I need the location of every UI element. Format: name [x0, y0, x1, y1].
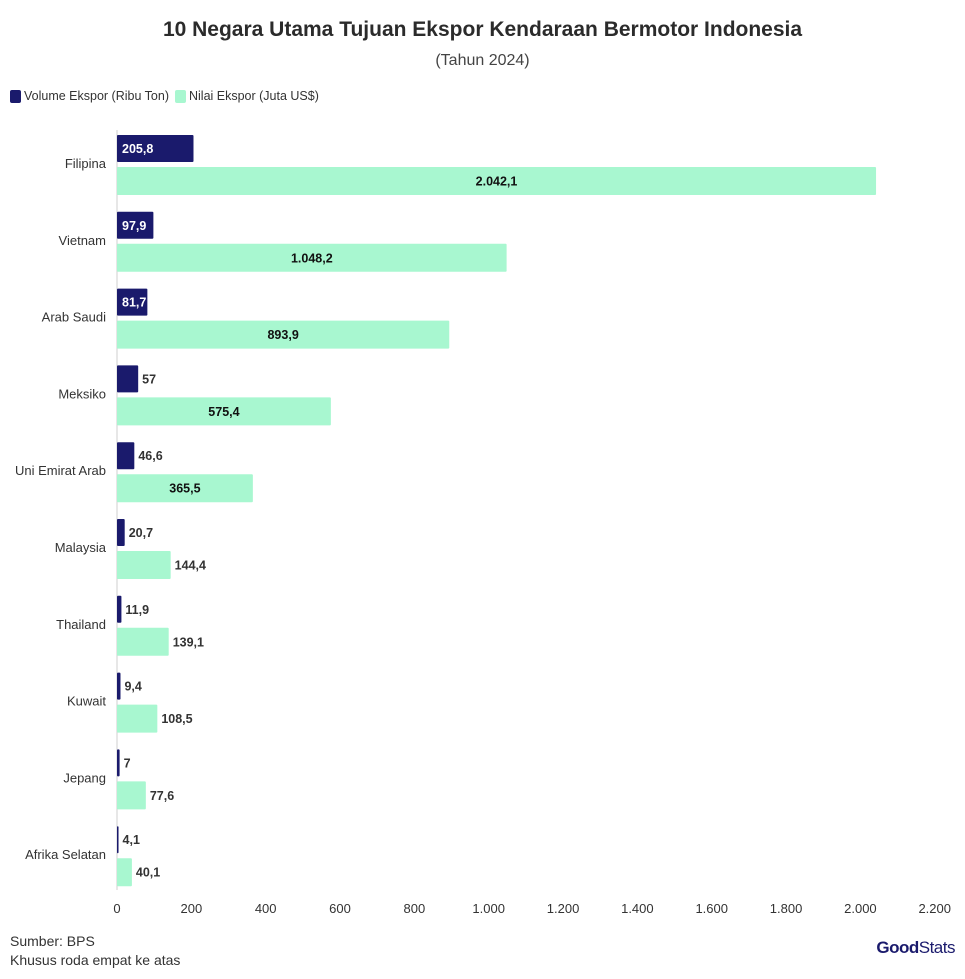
- source-note: Sumber: BPS: [10, 933, 95, 949]
- x-tick-label: 1.200: [547, 901, 580, 916]
- x-tick-label: 600: [329, 901, 351, 916]
- data-label-nilai: 77,6: [150, 789, 174, 803]
- data-label-nilai: 575,4: [208, 405, 239, 419]
- category-label: Filipina: [65, 156, 107, 171]
- category-label: Meksiko: [58, 386, 106, 401]
- bar-nilai: [117, 397, 331, 426]
- data-label-nilai: 40,1: [136, 866, 160, 880]
- logo-light-text: Stats: [918, 938, 956, 957]
- bar-volume: [117, 135, 194, 162]
- category-label: Vietnam: [59, 233, 106, 248]
- bar-volume: [117, 749, 120, 777]
- data-label-nilai: 893,9: [267, 328, 298, 342]
- bar-nilai: [117, 320, 450, 349]
- chart-title: 10 Negara Utama Tujuan Ekspor Kendaraan …: [162, 18, 803, 41]
- data-label-volume: 97,9: [122, 219, 146, 233]
- bar-volume: [117, 288, 148, 316]
- bar-nilai: [117, 243, 507, 272]
- legend-item-nilai: Nilai Ekspor (Juta US$): [174, 89, 319, 103]
- x-tick-label: 1.000: [472, 901, 505, 916]
- category-label: Afrika Selatan: [25, 847, 106, 862]
- bar-nilai: [117, 167, 877, 195]
- x-tick-label: 1.600: [695, 901, 728, 916]
- bar-volume: [117, 672, 121, 700]
- legend-swatch-volume: [10, 89, 21, 103]
- data-label-nilai: 2.042,1: [476, 175, 518, 189]
- data-label-volume: 205,8: [122, 142, 153, 156]
- x-tick-label: 2.000: [844, 901, 877, 916]
- data-label-volume: 81,7: [122, 296, 146, 310]
- x-tick-label: 800: [404, 901, 426, 916]
- data-label-volume: 57: [142, 372, 156, 386]
- legend-swatch-nilai: [174, 89, 186, 103]
- data-label-nilai: 139,1: [173, 635, 204, 649]
- bar-volume: [117, 365, 139, 393]
- data-label-nilai: 108,5: [161, 712, 192, 726]
- bar-nilai: [117, 858, 132, 887]
- legend: Volume Ekspor (Ribu Ton) Nilai Ekspor (J…: [10, 89, 325, 103]
- bar-nilai: [117, 704, 158, 733]
- category-label: Uni Emirat Arab: [15, 463, 106, 478]
- x-tick-label: 2.200: [918, 901, 951, 916]
- footer-notes: Sumber: BPS Khusus roda empat ke atas: [10, 932, 180, 970]
- data-label-nilai: 144,4: [175, 559, 206, 573]
- logo-bold-text: Good: [876, 938, 919, 957]
- legend-label-volume: Volume Ekspor (Ribu Ton): [24, 89, 169, 103]
- goodstats-logo: GoodStats: [876, 938, 955, 958]
- data-label-volume: 46,6: [138, 449, 162, 463]
- bar-volume: [117, 442, 135, 470]
- bar-volume: [117, 826, 119, 854]
- bar-volume: [117, 519, 125, 546]
- category-label: Jepang: [63, 770, 106, 785]
- data-label-volume: 20,7: [129, 526, 153, 540]
- data-label-volume: 9,4: [124, 680, 141, 694]
- chart-subtitle: (Tahun 2024): [435, 52, 530, 69]
- data-label-volume: 7: [124, 756, 131, 770]
- x-tick-label: 1.800: [770, 901, 803, 916]
- bar-volume: [117, 211, 154, 239]
- data-label-nilai: 365,5: [169, 482, 200, 496]
- category-label: Kuwait: [67, 694, 106, 709]
- bar-nilai: [117, 551, 171, 579]
- bar-nilai: [117, 627, 169, 656]
- bar-nilai: [117, 781, 146, 810]
- scope-note: Khusus roda empat ke atas: [10, 952, 181, 968]
- x-tick-label: 400: [255, 901, 277, 916]
- bar-nilai: [117, 474, 253, 503]
- x-tick-label: 1.400: [621, 901, 654, 916]
- category-label: Arab Saudi: [42, 310, 106, 325]
- legend-label-nilai: Nilai Ekspor (Juta US$): [188, 89, 319, 103]
- x-tick-label: 0: [113, 901, 120, 916]
- data-label-nilai: 1.048,2: [291, 251, 333, 265]
- data-label-volume: 4,1: [123, 833, 140, 847]
- data-label-volume: 11,9: [125, 603, 149, 617]
- bar-volume: [117, 595, 122, 623]
- x-tick-label: 200: [180, 901, 202, 916]
- category-label: Malaysia: [55, 540, 107, 555]
- category-label: Thailand: [56, 617, 106, 632]
- legend-item-volume: Volume Ekspor (Ribu Ton): [10, 89, 169, 103]
